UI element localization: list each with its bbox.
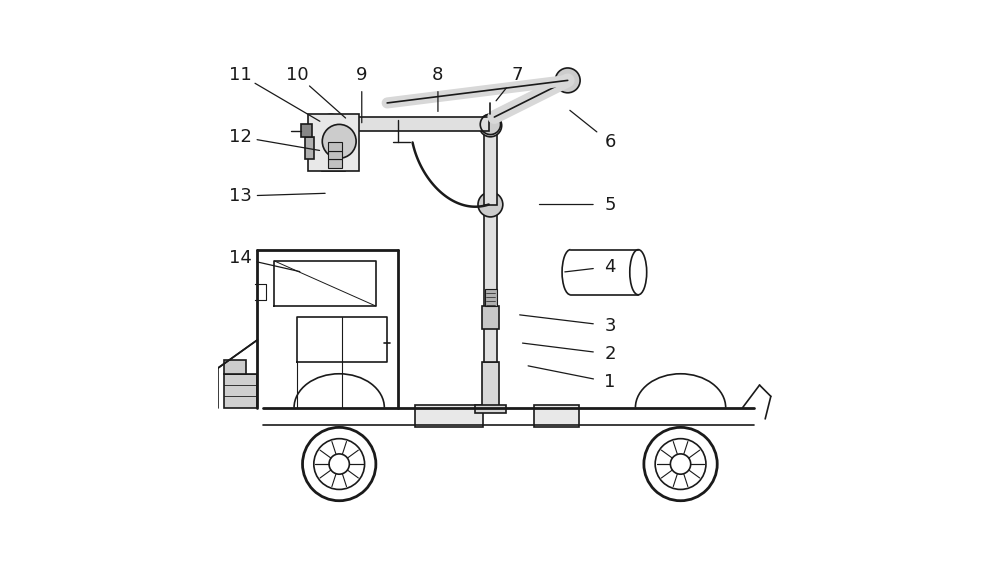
Bar — [482, 362, 499, 408]
Text: 3: 3 — [604, 317, 616, 335]
Bar — [331, 117, 489, 131]
Bar — [328, 142, 342, 151]
Circle shape — [322, 124, 356, 158]
Bar — [484, 125, 497, 205]
Bar — [534, 405, 579, 428]
Text: 1: 1 — [604, 373, 616, 391]
Bar — [305, 137, 314, 159]
Text: 10: 10 — [286, 66, 308, 84]
Circle shape — [479, 114, 502, 137]
Text: 5: 5 — [604, 196, 616, 214]
Bar — [224, 359, 246, 374]
Text: 7: 7 — [511, 66, 523, 84]
Bar — [328, 151, 342, 159]
Bar — [415, 405, 483, 428]
Bar — [308, 114, 359, 171]
Bar — [301, 124, 312, 137]
Bar — [322, 125, 345, 171]
Circle shape — [321, 114, 341, 134]
Bar — [484, 205, 497, 362]
Bar — [224, 374, 257, 408]
Text: 11: 11 — [229, 66, 252, 84]
Circle shape — [478, 192, 503, 217]
Text: 2: 2 — [604, 345, 616, 363]
Text: 8: 8 — [432, 66, 444, 84]
Text: 13: 13 — [229, 187, 252, 205]
Bar — [482, 306, 499, 329]
Text: 6: 6 — [604, 133, 616, 151]
Text: 9: 9 — [356, 66, 368, 84]
Text: 14: 14 — [229, 249, 252, 267]
Text: 4: 4 — [604, 257, 616, 276]
Bar — [485, 289, 497, 306]
Circle shape — [555, 68, 580, 93]
Text: 12: 12 — [229, 128, 252, 146]
Bar — [328, 159, 342, 168]
Bar — [475, 405, 506, 413]
